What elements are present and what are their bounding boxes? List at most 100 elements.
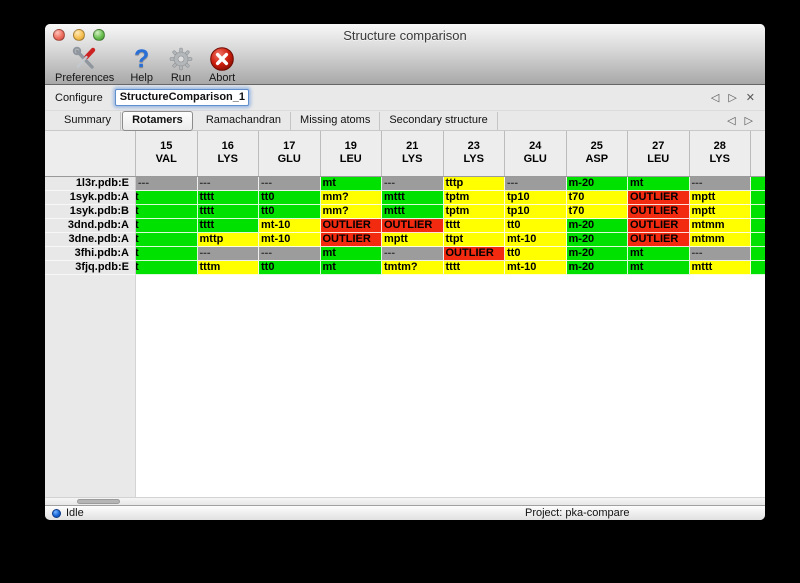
table-cell[interactable]: tttp [443,177,505,191]
horizontal-scrollbar[interactable] [45,497,765,505]
table-cell[interactable]: t [136,191,198,205]
table-cell[interactable]: tttt [443,261,505,275]
table-cell[interactable]: mt-10 [505,233,567,247]
table-cell[interactable]: OUTLIER [628,205,690,219]
table-cell[interactable]: --- [382,177,444,191]
table-cell[interactable]: tttt [443,219,505,233]
table-cell[interactable]: --- [259,177,321,191]
column-header[interactable]: 25 ASP [567,131,628,176]
table-cell[interactable]: OUTLIER [628,191,690,205]
row-header[interactable]: 1l3r.pdb:E [45,177,136,191]
table-cell[interactable]: mt [628,261,690,275]
column-header[interactable]: 17 GLU [259,131,321,176]
table-cell[interactable]: OUTLIER [443,247,505,261]
column-header[interactable]: 23 LYS [444,131,505,176]
table-cell[interactable]: OUTLIER [320,219,382,233]
table-cell[interactable]: mtmm [689,219,751,233]
back-arrow-icon[interactable]: ◁ [710,92,720,104]
row-header[interactable]: 3fjq.pdb:E [45,261,136,275]
table-cell[interactable]: OUTLIER [628,233,690,247]
table-cell[interactable]: tt0 [259,191,321,205]
table-cell[interactable]: mt-10 [259,233,321,247]
table-cell-partial[interactable] [751,261,765,275]
close-window-button[interactable] [53,29,65,41]
row-header[interactable]: 3fhi.pdb:A [45,247,136,261]
column-header[interactable]: 24 GLU [505,131,567,176]
configuration-name-input[interactable]: StructureComparison_1 [114,89,249,106]
table-cell[interactable]: tptm [443,205,505,219]
table-cell[interactable]: t [136,233,198,247]
close-icon[interactable]: ✕ [745,92,755,104]
table-cell[interactable]: mm? [320,205,382,219]
table-cell[interactable]: mt [320,247,382,261]
tab-summary[interactable]: Summary [55,111,122,130]
table-cell[interactable]: --- [382,247,444,261]
table-cell[interactable]: mt [320,177,382,191]
table-cell[interactable]: mt [628,177,690,191]
table-cell-partial[interactable] [751,219,765,233]
table-cell[interactable]: tmtm? [382,261,444,275]
table-cell-partial[interactable] [751,177,765,191]
table-cell[interactable]: --- [136,177,198,191]
table-cell[interactable]: mt-10 [505,261,567,275]
table-cell[interactable]: OUTLIER [320,233,382,247]
row-header[interactable]: 1syk.pdb:B [45,205,136,219]
table-cell[interactable]: tt0 [505,247,567,261]
row-header[interactable]: 1syk.pdb:A [45,191,136,205]
table-cell[interactable]: m-20 [566,233,628,247]
table-cell[interactable]: t [136,247,198,261]
table-cell[interactable]: t [136,261,198,275]
table-cell[interactable]: mm? [320,191,382,205]
table-cell[interactable]: --- [259,247,321,261]
tab-secondary-structure[interactable]: Secondary structure [380,111,498,130]
tab-rotamers[interactable]: Rotamers [122,110,193,131]
column-header[interactable]: 21 LYS [382,131,444,176]
table-cell[interactable]: m-20 [566,261,628,275]
table-cell[interactable]: mt [320,261,382,275]
tab-missing-atoms[interactable]: Missing atoms [291,111,381,130]
run-button[interactable]: Run [169,44,193,84]
table-cell-partial[interactable] [751,191,765,205]
zoom-window-button[interactable] [93,29,105,41]
column-header[interactable]: 16 LYS [198,131,259,176]
table-cell[interactable]: tttt [197,219,259,233]
table-cell[interactable]: t70 [566,205,628,219]
column-header[interactable]: 27 LEU [628,131,690,176]
row-header[interactable]: 3dnd.pdb:A [45,219,136,233]
column-header[interactable]: 19 LEU [321,131,382,176]
table-cell[interactable]: mptt [689,191,751,205]
table-cell[interactable]: m-20 [566,247,628,261]
abort-button[interactable]: Abort [209,44,235,84]
table-cell-partial[interactable] [751,205,765,219]
table-cell[interactable]: t [136,205,198,219]
table-cell[interactable]: m-20 [566,219,628,233]
column-header[interactable]: 28 LYS [690,131,751,176]
table-cell[interactable]: tt0 [505,219,567,233]
help-button[interactable]: ? Help [130,44,153,84]
table-cell[interactable]: mptt [382,233,444,247]
table-cell[interactable]: tttt [197,205,259,219]
forward-arrow-icon[interactable]: ▷ [728,92,737,104]
preferences-button[interactable]: Preferences [55,44,114,84]
table-cell[interactable]: tttm [197,261,259,275]
minimize-window-button[interactable] [73,29,85,41]
table-cell[interactable]: mttt [689,261,751,275]
table-cell[interactable]: --- [689,247,751,261]
table-cell-partial[interactable] [751,247,765,261]
table-cell[interactable]: mt-10 [259,219,321,233]
table-cell[interactable]: OUTLIER [382,219,444,233]
table-cell[interactable]: --- [197,177,259,191]
table-cell[interactable]: --- [689,177,751,191]
table-cell-partial[interactable] [751,233,765,247]
row-header[interactable]: 3dne.pdb:A [45,233,136,247]
table-cell[interactable]: mt [628,247,690,261]
table-cell[interactable]: mtmm [689,233,751,247]
table-cell[interactable]: tt0 [259,261,321,275]
column-header[interactable]: 15 VAL [136,131,198,176]
table-cell[interactable]: tttt [197,191,259,205]
scrollbar-thumb[interactable] [77,499,120,504]
forward-arrow-icon[interactable]: ▷ [744,115,753,127]
table-cell[interactable]: OUTLIER [628,219,690,233]
table-cell[interactable]: mttt [382,191,444,205]
table-cell[interactable]: tp10 [505,191,567,205]
